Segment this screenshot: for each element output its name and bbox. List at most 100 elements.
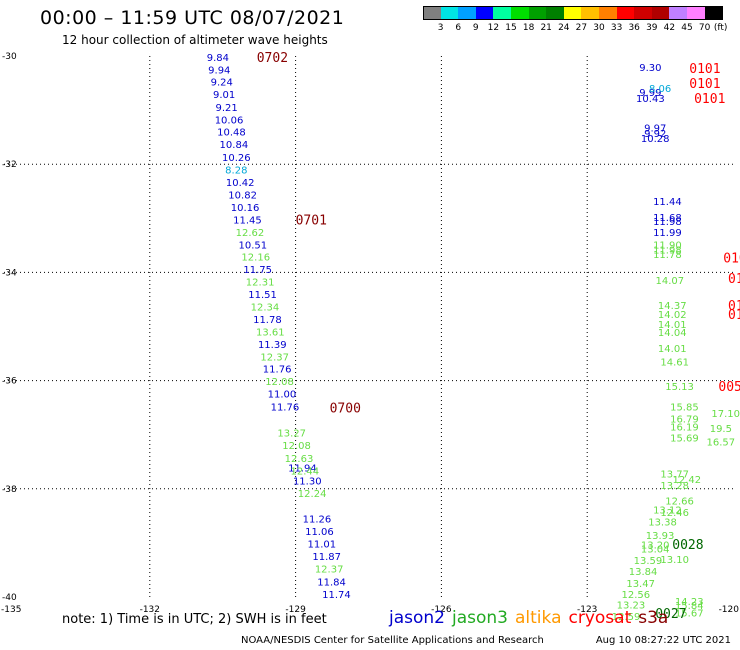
swh-value-label: 10.26 [222, 153, 251, 164]
swh-value-label: 11.68 [653, 213, 682, 224]
x-tick-label: -123 [577, 605, 597, 615]
swh-value-label: 12.66 [665, 497, 694, 508]
swh-value-label: 11.76 [271, 403, 300, 414]
legend-entry-jason2: jason2 [389, 608, 445, 628]
pass-id-label: 0101 [689, 62, 720, 77]
swh-value-label: 12.08 [265, 377, 294, 388]
swh-value-label: 11.98 [653, 246, 682, 257]
swh-value-label: 15.85 [670, 403, 699, 414]
x-tick-label: -135 [1, 605, 21, 615]
color-scale-label: 21 [540, 23, 552, 33]
color-scale-label: 24 [558, 23, 570, 33]
swh-value-label: 12.56 [621, 590, 650, 601]
swh-value-label: 10.42 [226, 178, 255, 189]
pass-id-label: 0701 [296, 213, 327, 228]
swh-value-label: 13.93 [646, 531, 675, 542]
swh-value-label: 11.74 [322, 590, 351, 601]
footer: NOAA/NESDIS Center for Satellite Applica… [241, 635, 731, 646]
chart-title: 00:00 – 11:59 UTC 08/07/2021 [40, 7, 345, 29]
y-tick-label: -30 [2, 52, 17, 62]
swh-value-label: 11.39 [258, 340, 287, 351]
legend-entry-cryosat: cryosat [568, 608, 632, 628]
swh-value-label: 14.37 [658, 301, 687, 312]
chart-subtitle: 12 hour collection of altimeter wave hei… [62, 33, 328, 47]
swh-value-label: 9.92 [644, 129, 666, 140]
swh-value-label: 9.30 [639, 63, 661, 74]
swh-value-label: 11.98 [653, 217, 682, 228]
color-scale-label: 42 [663, 23, 676, 33]
x-tick-label: -132 [140, 605, 160, 615]
color-scale-label: 3 [437, 23, 444, 33]
swh-value-label: 11.51 [248, 290, 277, 301]
pass-id-label: 0027 [655, 607, 686, 622]
swh-value-label: 11.26 [303, 515, 332, 526]
color-scale-label: 33 [610, 23, 623, 33]
swh-value-label: 10.82 [228, 190, 257, 201]
swh-value-label: 12.44 [291, 466, 320, 477]
swh-value-label: 14.04 [658, 328, 687, 339]
swh-value-label: 15.84 [675, 601, 704, 612]
y-tick-label: -36 [2, 377, 17, 387]
y-tick-label: -34 [2, 268, 17, 278]
swh-value-label: 9.01 [213, 90, 235, 101]
swh-value-label: 12.62 [236, 228, 265, 239]
legend-entry-altika: altika [515, 608, 562, 628]
swh-value-label: 12.37 [260, 352, 289, 363]
pass-id-label: 0702 [257, 51, 288, 66]
color-scale-label: 70 [698, 23, 711, 33]
swh-value-label: 8.06 [649, 84, 671, 95]
swh-value-label: 10.43 [636, 94, 665, 105]
swh-value-label: 8.28 [225, 166, 247, 177]
swh-value-label: 13.47 [626, 579, 655, 590]
swh-value-label: 12.16 [241, 253, 270, 264]
swh-value-label: 9.21 [215, 103, 237, 114]
swh-value-label: 11.45 [233, 215, 262, 226]
swh-value-label: 10.84 [220, 140, 249, 151]
swh-value-label: 11.84 [317, 577, 346, 588]
units-note: note: 1) Time is in UTC; 2) SWH is in fe… [62, 612, 327, 627]
swh-value-label: 13.38 [648, 517, 677, 528]
color-scale-label: 12 [487, 23, 500, 33]
swh-value-label: 15.69 [670, 433, 699, 444]
color-scale-label: 15 [505, 23, 517, 33]
swh-value-label: 12.34 [251, 302, 280, 313]
swh-value-label: 9.97 [644, 123, 666, 134]
y-tick-label: -40 [2, 593, 17, 603]
swh-value-label: 11.78 [253, 315, 282, 326]
color-scale-label: 27 [575, 23, 588, 33]
timestamp-text: Aug 10 08:27:22 UTC 2021 [595, 635, 731, 646]
swh-value-label: 14.61 [660, 358, 689, 369]
swh-value-label: 12.46 [660, 508, 689, 519]
swh-value-label: 14.07 [655, 276, 684, 287]
color-scale-label: 39 [646, 23, 658, 33]
legend-entry-jason3: jason3 [452, 608, 508, 628]
satellite-legend: jason2 jason3 altika cryosat s3a [389, 608, 675, 628]
swh-value-label: 11.94 [288, 464, 317, 475]
swh-value-label: 12.37 [315, 564, 344, 575]
swh-value-label: 11.87 [312, 552, 341, 563]
swh-value-label: 15.67 [675, 609, 704, 620]
swh-value-label: 9.94 [208, 66, 230, 77]
y-tick-label: -38 [2, 485, 17, 495]
pass-id-label: 0101 [689, 77, 720, 92]
pass-id-label: 0101 [694, 92, 725, 107]
credit-text: NOAA/NESDIS Center for Satellite Applica… [241, 635, 544, 646]
x-tick-label: -129 [285, 605, 306, 615]
swh-value-label: 11.99 [653, 228, 682, 239]
swh-value-label: 13.61 [256, 327, 285, 338]
swh-value-label: 12.63 [285, 454, 314, 465]
swh-value-label: 11.06 [305, 527, 334, 538]
swh-value-label: 12.08 [282, 441, 311, 452]
color-scale-label: 18 [522, 23, 535, 33]
swh-value-label: 9.24 [211, 77, 233, 88]
color-scale-label: 36 [628, 23, 640, 33]
swh-value-label: 12.24 [298, 489, 327, 500]
y-tick-label: -32 [2, 160, 17, 170]
pass-labels: 0702070107000101010101010100010001000100… [257, 51, 740, 622]
swh-value-label: 10.51 [239, 240, 268, 251]
swh-value-label: 9.84 [207, 53, 229, 64]
swh-value-label: 13.23 [617, 601, 646, 612]
